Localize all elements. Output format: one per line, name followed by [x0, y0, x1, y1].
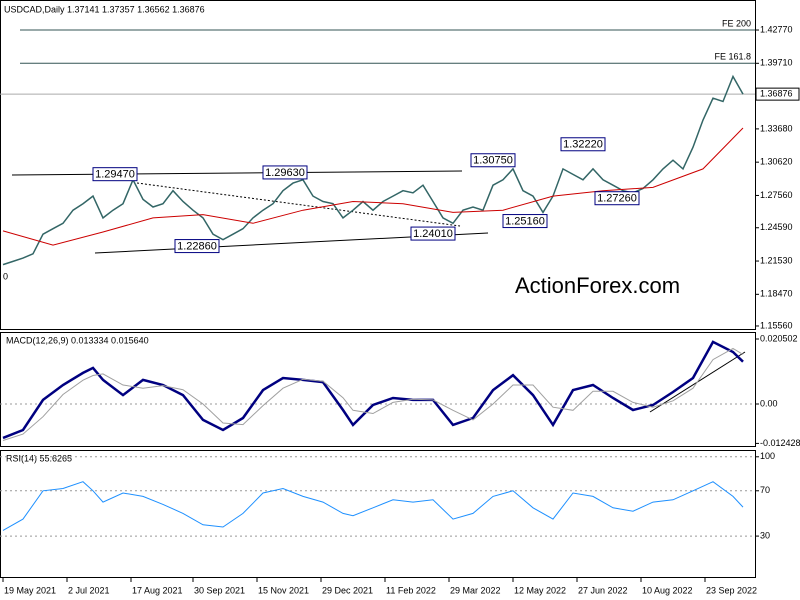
- x-tick-label: 27 Jun 2022: [578, 585, 628, 595]
- x-tick-label: 10 Aug 2022: [642, 585, 693, 595]
- series-line: [2, 127, 744, 246]
- y-tick-label: 1.30620: [760, 157, 793, 167]
- level-label: 1.27260: [597, 193, 637, 205]
- y-tick-label: 1.42770: [760, 24, 793, 34]
- level-label: 1.30750: [473, 155, 513, 167]
- y-tick-label: 0.020502: [760, 333, 798, 343]
- level-box: [560, 137, 606, 152]
- x-tick-label: 11 Feb 2022: [386, 585, 436, 595]
- y-tick-label: 1.21530: [760, 255, 793, 265]
- y-tick-label: 30: [760, 530, 770, 540]
- trendline: [11, 170, 463, 176]
- macd-title: MACD(12,26,9) 0.013334 0.015640: [6, 335, 149, 345]
- last-price-label: 1.36876: [760, 89, 793, 99]
- price-title: USDCAD,Daily 1.37141 1.37357 1.36562 1.3…: [4, 4, 205, 14]
- level-box: [470, 153, 516, 168]
- x-tick-label: 19 May 2021: [4, 585, 56, 595]
- level-box: [502, 214, 548, 229]
- level-label: 1.32220: [563, 139, 603, 151]
- last-price-box: [755, 87, 800, 101]
- level-box: [92, 167, 138, 182]
- level-label: 1.25160: [505, 215, 545, 227]
- y-tick-label: 1.24590: [760, 222, 793, 232]
- level-label: 1.22860: [177, 240, 217, 252]
- level-label: 1.29470: [95, 169, 135, 181]
- series-line: [2, 481, 744, 531]
- y-tick-label: 0.00: [760, 398, 778, 408]
- level-label: 1.24010: [413, 228, 453, 240]
- x-tick-label: 2 Jul 2021: [68, 585, 110, 595]
- y-tick-label: 70: [760, 485, 770, 495]
- y-tick-label: 1.18470: [760, 289, 793, 299]
- y-tick-label: 100: [760, 451, 775, 461]
- series-line: [2, 74, 744, 266]
- y-tick-label: 1.27560: [760, 190, 793, 200]
- series-line: [2, 347, 744, 441]
- level-label: 1.29630: [265, 167, 305, 179]
- level-box: [410, 226, 456, 241]
- y-tick-label: 1.33680: [760, 123, 793, 133]
- watermark: ActionForex.com: [515, 273, 680, 298]
- x-tick-label: 29 Mar 2022: [450, 585, 501, 595]
- fe-label: FE 200: [722, 18, 751, 28]
- clipped-label: 0: [3, 271, 8, 281]
- series-line: [2, 340, 744, 440]
- price-panel: [0, 0, 756, 330]
- macd-panel: [0, 332, 756, 447]
- rsi-panel: [0, 450, 756, 578]
- x-tick-label: 30 Sep 2021: [194, 585, 245, 595]
- x-tick-label: 23 Sep 2022: [706, 585, 757, 595]
- y-tick-label: 1.15560: [760, 320, 793, 330]
- x-tick-label: 15 Nov 2021: [258, 585, 309, 595]
- x-tick-label: 29 Dec 2021: [322, 585, 373, 595]
- fe-label: FE 161.8: [714, 52, 751, 62]
- y-tick-label: 1.39710: [760, 58, 793, 68]
- x-tick-label: 17 Aug 2021: [132, 585, 183, 595]
- level-box: [262, 165, 308, 180]
- level-box: [174, 239, 220, 254]
- x-tick-label: 12 May 2022: [514, 585, 566, 595]
- y-tick-label: -0.012428: [760, 438, 800, 448]
- level-box: [594, 191, 640, 206]
- rsi-title: RSI(14) 55.6265: [6, 453, 72, 463]
